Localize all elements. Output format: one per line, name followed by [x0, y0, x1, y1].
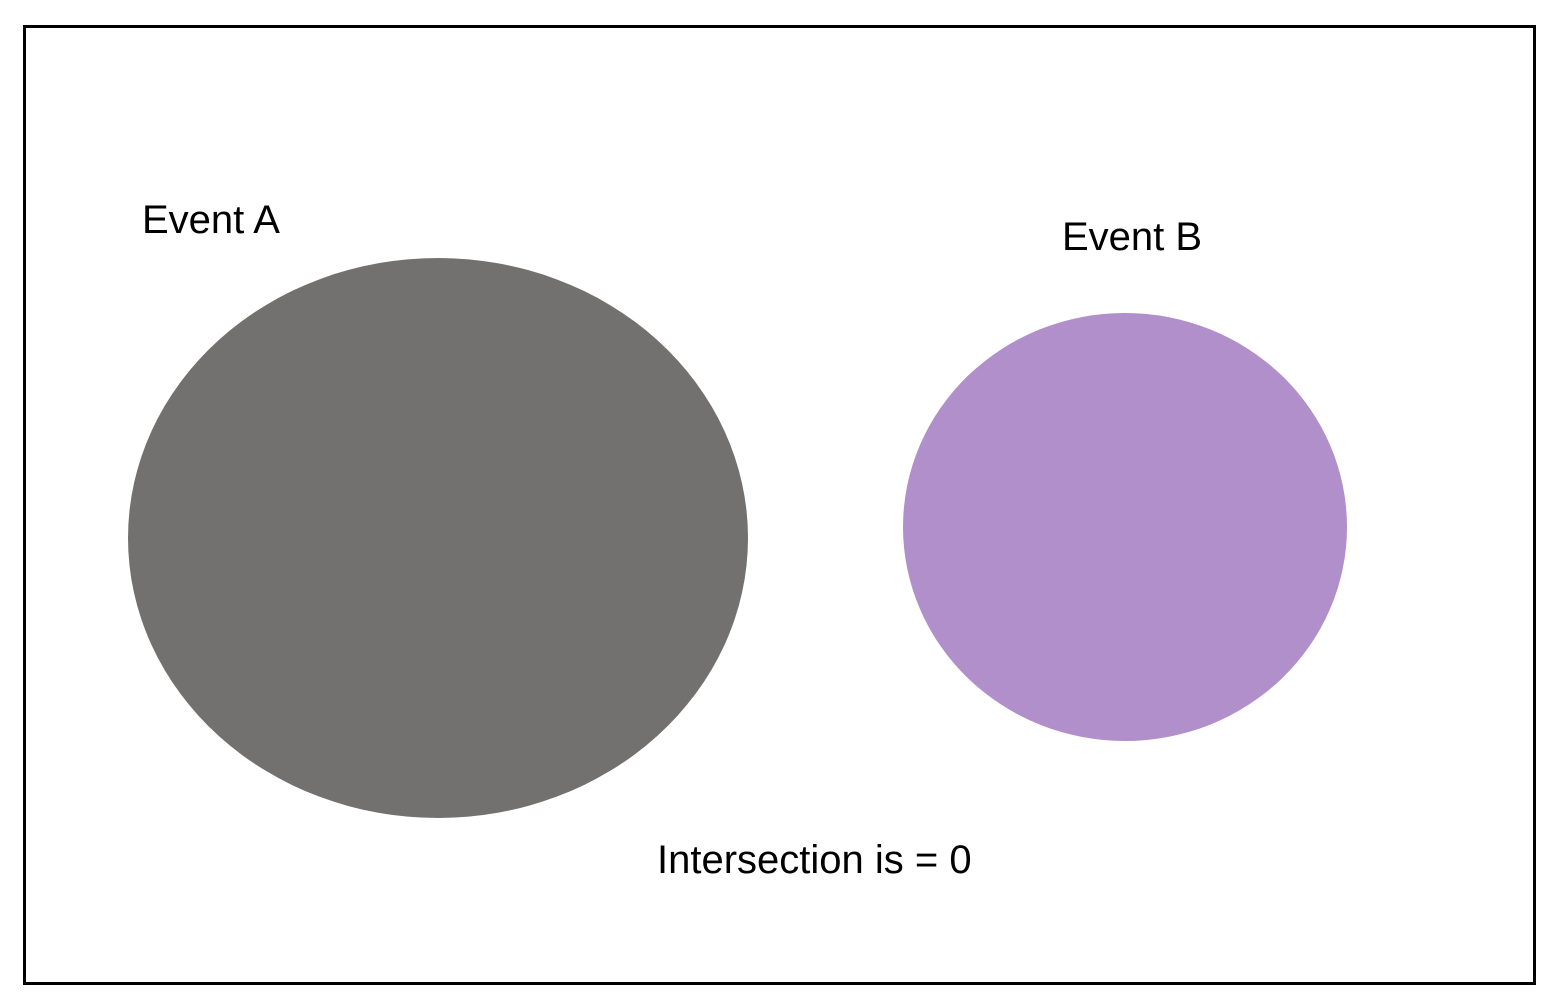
event-b-ellipse	[903, 313, 1347, 741]
event-b-label: Event B	[1062, 215, 1203, 259]
event-a-ellipse	[128, 258, 748, 818]
diagram-border	[23, 25, 1536, 985]
intersection-caption: Intersection is = 0	[657, 838, 972, 882]
event-a-label: Event A	[142, 198, 280, 242]
